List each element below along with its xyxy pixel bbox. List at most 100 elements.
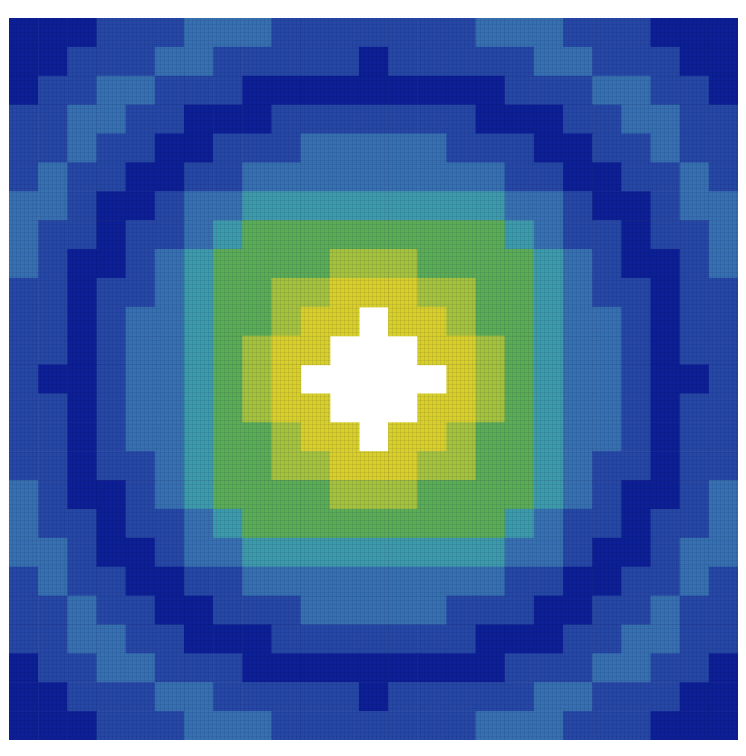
cell [476,711,506,740]
mesh-texture [505,336,535,365]
cell [592,393,622,422]
cell [534,162,564,191]
cell [9,451,39,480]
mesh-texture [213,76,243,105]
mesh-texture [38,278,68,307]
mesh-texture [417,162,447,191]
cell [184,624,214,653]
mesh-texture [242,336,272,365]
mesh-texture [9,162,39,191]
mesh-texture [388,624,418,653]
mesh-texture [38,105,68,134]
mesh-texture [9,393,39,422]
mesh-texture [709,134,738,163]
cell [126,624,156,653]
mesh-texture [680,480,710,509]
mesh-texture [155,249,185,278]
mesh-texture [534,18,564,47]
mesh-texture [330,480,360,509]
cell [388,47,418,76]
mesh-texture [9,596,39,625]
mesh-texture [651,47,681,76]
mesh-texture [534,220,564,249]
mesh-texture [271,624,301,653]
cell [67,653,97,682]
mesh-texture [126,653,156,682]
cell [563,624,593,653]
cell [9,682,39,711]
mesh-texture [534,567,564,596]
cell [9,307,39,336]
cell [96,393,126,422]
mesh-texture [709,682,738,711]
mesh-texture [9,47,39,76]
mesh-texture [359,105,389,134]
mesh-texture [9,624,39,653]
mesh-texture [417,711,447,740]
cell [184,134,214,163]
mesh-texture [213,191,243,220]
mesh-texture [651,105,681,134]
mesh-texture [301,134,331,163]
mesh-texture [621,567,651,596]
cell [301,162,331,191]
cell [388,18,418,47]
cell [38,624,68,653]
cell [155,307,185,336]
mesh-texture [505,220,535,249]
cell [330,191,360,220]
cell [67,682,97,711]
cell [680,711,710,740]
mesh-texture [38,47,68,76]
mesh-texture [184,249,214,278]
cell [651,711,681,740]
mesh-texture [417,538,447,567]
mesh-texture [388,134,418,163]
mesh-texture [388,18,418,47]
cell [709,567,738,596]
cell [709,336,738,365]
cell [330,249,360,278]
mesh-texture [126,191,156,220]
mesh-texture [301,480,331,509]
cell [388,596,418,625]
cell [621,18,651,47]
mesh-texture [67,336,97,365]
cell [476,624,506,653]
mesh-texture [651,682,681,711]
mesh-texture [476,134,506,163]
mesh-texture [9,76,39,105]
cell [38,191,68,220]
mesh-texture [38,191,68,220]
mesh-texture [446,47,476,76]
mesh-texture [680,191,710,220]
mesh-texture [184,596,214,625]
mesh-texture [563,336,593,365]
mesh-texture [330,682,360,711]
cell [621,682,651,711]
cell [388,653,418,682]
cell [301,393,331,422]
mesh-texture [476,47,506,76]
cell [592,162,622,191]
cell [96,422,126,451]
mesh-texture [271,711,301,740]
mesh-texture [505,596,535,625]
cell [242,682,272,711]
mesh-texture [505,18,535,47]
cell [446,509,476,538]
mesh-texture [330,596,360,625]
mesh-texture [388,162,418,191]
cell [271,336,301,365]
mesh-texture [592,307,622,336]
mesh-texture [9,134,39,163]
mesh-texture [96,249,126,278]
mesh-texture [184,220,214,249]
cell [505,596,535,625]
mesh-texture [680,47,710,76]
cell [126,191,156,220]
mesh-texture [126,624,156,653]
cell [709,105,738,134]
cell [592,249,622,278]
cell [67,480,97,509]
